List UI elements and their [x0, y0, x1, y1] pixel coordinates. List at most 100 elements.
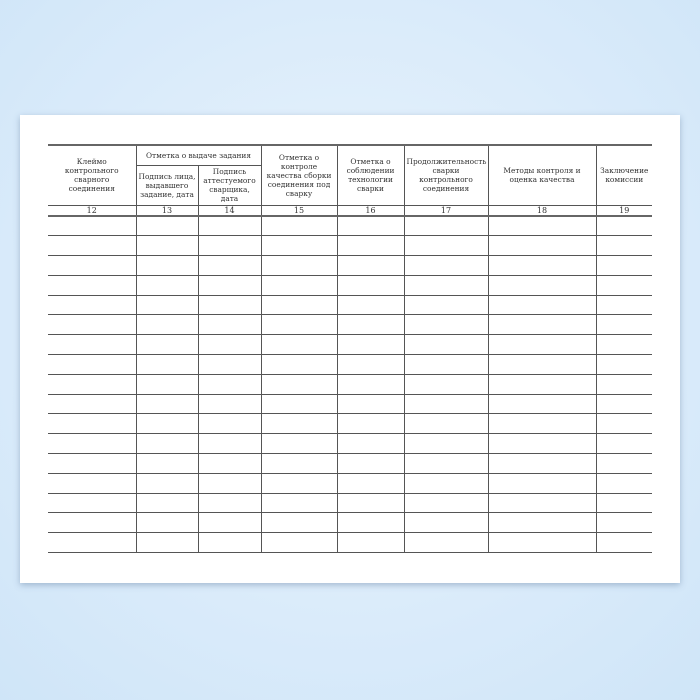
table-cell [48, 235, 136, 257]
table-cell [48, 473, 136, 494]
table-row [48, 255, 652, 276]
table-cell [260, 295, 337, 316]
table-cell [336, 334, 404, 356]
table-cell [403, 215, 488, 237]
table-cell [197, 374, 261, 395]
table-cell [595, 215, 652, 237]
table-cell [135, 512, 198, 534]
table-cell [595, 255, 652, 276]
table-cell [197, 473, 261, 494]
table-cell [260, 354, 337, 375]
table-cell [197, 532, 261, 554]
table-cell [135, 255, 198, 276]
column-number: 12 [48, 205, 136, 217]
table-cell [260, 413, 337, 435]
column-number: 16 [336, 205, 404, 217]
table-cell [403, 512, 488, 534]
header-col-17: Продолжительность сварки контрольного со… [403, 144, 488, 206]
header-col-14: Подпись аттестуемого сварщика, дата [197, 165, 261, 206]
header-col-15: Отметка о контроле качества сборки соеди… [260, 144, 337, 206]
table-cell [260, 512, 337, 534]
column-number: 15 [260, 205, 337, 217]
table-cell [595, 334, 652, 356]
table-cell [595, 235, 652, 257]
table-cell [595, 394, 652, 415]
table-row [48, 473, 652, 494]
table-cell [135, 314, 198, 336]
table-cell [48, 334, 136, 356]
table-cell [403, 453, 488, 474]
table-cell [135, 215, 198, 237]
table-cell [403, 374, 488, 395]
table-cell [336, 433, 404, 455]
table-cell [48, 413, 136, 435]
table-cell [135, 295, 198, 316]
header-col-19: Заключение комиссии [595, 144, 652, 206]
table-cell [135, 354, 198, 375]
header-col-12: Клеймо контрольного сварного соединения [48, 144, 136, 206]
table-cell [487, 493, 596, 514]
table-cell [336, 512, 404, 534]
table-row [48, 453, 652, 474]
table-cell [260, 374, 337, 395]
table-cell [595, 433, 652, 455]
header-col-18: Методы контроля и оценка качества [487, 144, 596, 206]
table-cell [595, 453, 652, 474]
table-cell [48, 394, 136, 415]
table-cell [487, 473, 596, 494]
table-cell [336, 354, 404, 375]
table-cell [197, 354, 261, 375]
table-cell [595, 275, 652, 296]
table-cell [487, 275, 596, 296]
form-page: Клеймо контрольного сварного соединения … [20, 115, 680, 583]
column-number: 18 [487, 205, 596, 217]
table-cell [336, 473, 404, 494]
table-cell [487, 512, 596, 534]
table-cell [336, 532, 404, 554]
table-cell [135, 413, 198, 435]
table-cell [197, 215, 261, 237]
table-cell [403, 295, 488, 316]
table-cell [595, 512, 652, 534]
table-cell [135, 235, 198, 257]
table-cell [135, 473, 198, 494]
table-cell [403, 394, 488, 415]
table-row [48, 314, 652, 336]
table-cell [487, 453, 596, 474]
table-row [48, 354, 652, 375]
table-cell [260, 433, 337, 455]
header-group-task-issue: Отметка о выдаче задания [135, 144, 261, 166]
table-cell [260, 532, 337, 554]
table-cell [197, 394, 261, 415]
table-cell [336, 374, 404, 395]
table-cell [336, 275, 404, 296]
table-cell [595, 314, 652, 336]
table-cell [260, 334, 337, 356]
table-row [48, 235, 652, 257]
table-row [48, 433, 652, 455]
table-cell [336, 493, 404, 514]
table-cell [135, 374, 198, 395]
table-cell [487, 334, 596, 356]
table-cell [48, 275, 136, 296]
table-cell [595, 532, 652, 554]
table-cell [197, 235, 261, 257]
table-cell [48, 532, 136, 554]
table-cell [48, 493, 136, 514]
table-cell [48, 215, 136, 237]
header-col-13: Подпись лица, выдавшего задание, дата [135, 165, 198, 206]
table-cell [260, 493, 337, 514]
table-cell [336, 215, 404, 237]
table-cell [48, 433, 136, 455]
table-cell [260, 215, 337, 237]
table-cell [487, 235, 596, 257]
table-cell [487, 354, 596, 375]
table-row [48, 413, 652, 435]
table-row [48, 275, 652, 296]
table-cell [487, 374, 596, 395]
table-cell [403, 275, 488, 296]
table-row [48, 394, 652, 415]
table-cell [48, 374, 136, 395]
table-cell [487, 413, 596, 435]
header-col-16: Отметка о соблюдении технологии сварки [336, 144, 404, 206]
